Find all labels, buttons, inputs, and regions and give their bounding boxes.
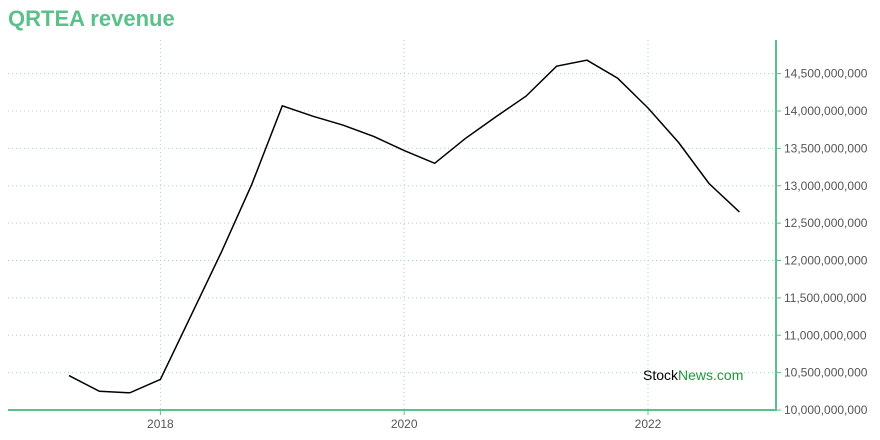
stocknews-watermark: StockNews.com [643,367,743,383]
watermark-part-com: .com [713,367,743,383]
y-axis-ticks: 10,000,000,000 10,500,000,000 11,000,000,0… [776,67,868,417]
x-tick-label: 2022 [635,417,662,431]
revenue-series-line [68,59,740,394]
x-tick-label: 2018 [147,417,174,431]
grid-lines [8,40,776,410]
axes [8,40,777,411]
y-tick-label: 13,000,000,000 [784,179,868,193]
y-tick-label: 12,500,000,000 [784,216,868,230]
y-tick-label: 10,500,000,000 [784,366,868,380]
x-axis-ticks: 2018 2020 2022 [147,410,662,431]
y-tick-label: 12,000,000,000 [784,254,868,268]
y-tick-label: 10,000,000,000 [784,403,868,417]
y-tick-label: 14,000,000,000 [784,104,868,118]
watermark-part-stock: Stock [643,367,679,383]
y-tick-label: 11,000,000,000 [784,328,867,342]
y-tick-label: 11,500,000,000 [784,291,867,305]
y-tick-label: 14,500,000,000 [784,67,868,81]
watermark-part-news: News [678,367,713,383]
chart-title: QRTEA revenue [8,6,175,31]
x-tick-label: 2020 [391,417,418,431]
y-tick-label: 13,500,000,000 [784,141,868,155]
